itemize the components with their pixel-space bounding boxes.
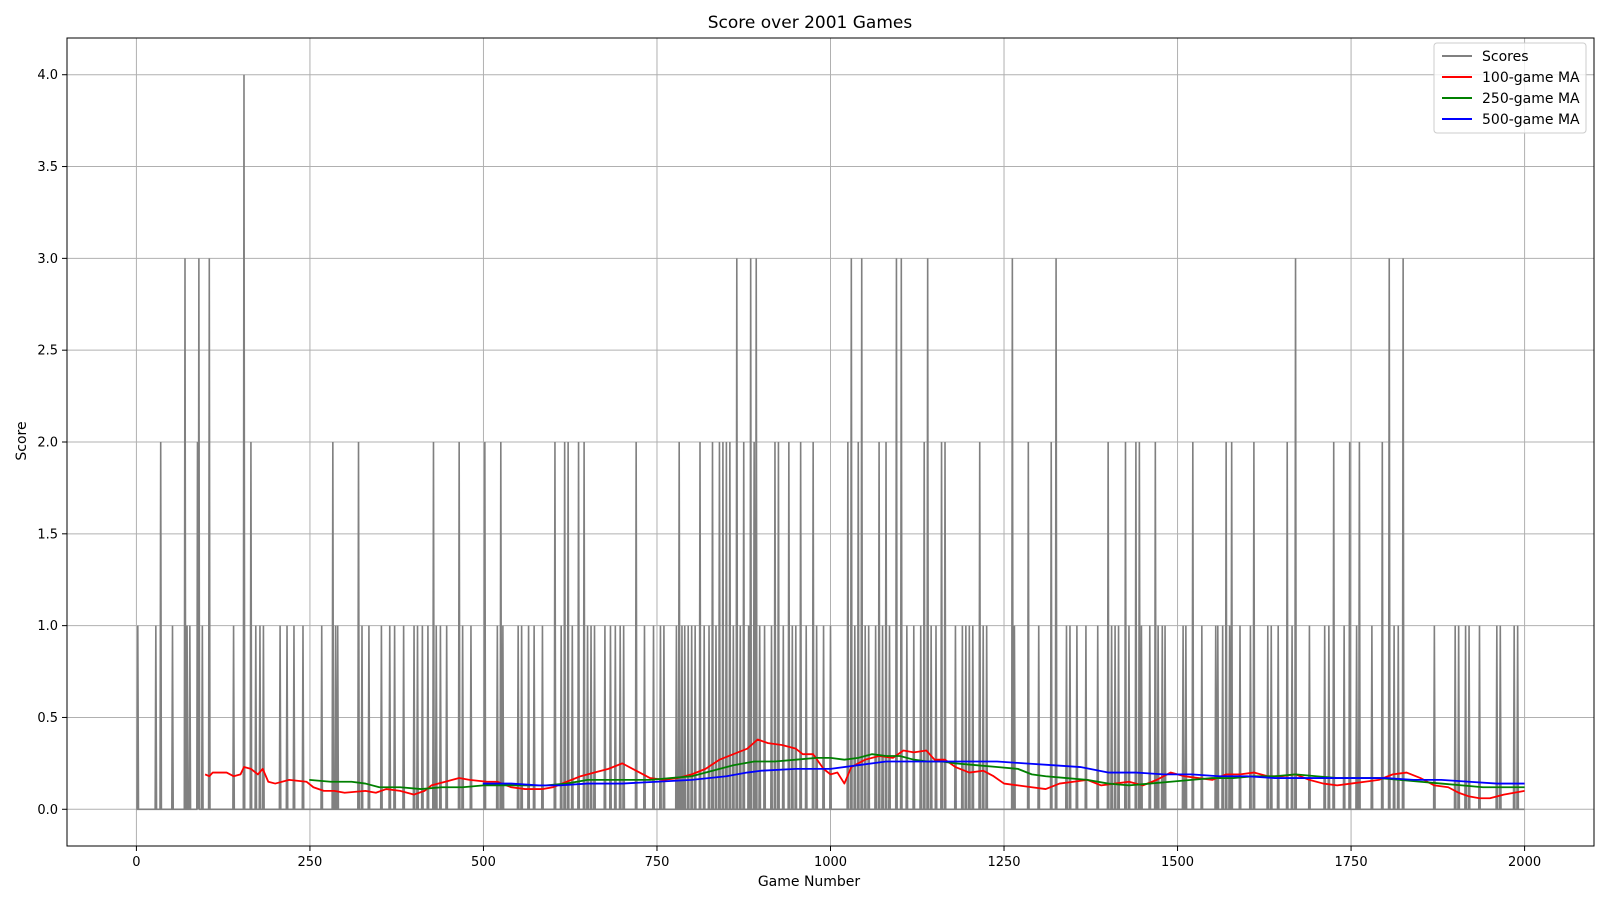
y-tick-label-0: 0.0 bbox=[37, 803, 58, 818]
x-tick-label-1: 250 bbox=[298, 855, 323, 870]
y-axis-label: Score bbox=[14, 421, 30, 460]
x-tick-label-4: 1000 bbox=[814, 855, 847, 870]
y-tick-label-8: 4.0 bbox=[37, 68, 58, 83]
plot-area bbox=[136, 74, 1525, 811]
y-tick-label-4: 2.0 bbox=[37, 436, 58, 451]
x-tick-label-0: 0 bbox=[132, 855, 140, 870]
legend-label-scores: Scores bbox=[1482, 49, 1529, 65]
y-tick-label-3: 1.5 bbox=[37, 527, 58, 542]
y-tick-label-6: 3.0 bbox=[37, 252, 58, 267]
legend-label-ma100: 100-game MA bbox=[1482, 70, 1580, 86]
series-line-ma500 bbox=[482, 760, 1525, 787]
x-tick-label-7: 1750 bbox=[1335, 855, 1368, 870]
x-tick-label-3: 750 bbox=[645, 855, 670, 870]
legend: Scores 100-game MA 250-game MA 500-game … bbox=[1433, 42, 1587, 134]
x-tick-label-6: 1500 bbox=[1161, 855, 1194, 870]
series-line-scores bbox=[136, 74, 1525, 811]
y-tick-label-7: 3.5 bbox=[37, 160, 58, 175]
x-tick-label-5: 1250 bbox=[987, 855, 1020, 870]
legend-box bbox=[1433, 42, 1587, 134]
y-tick-label-2: 1.0 bbox=[37, 619, 58, 634]
x-tick-label-8: 2000 bbox=[1508, 855, 1541, 870]
legend-label-ma500: 500-game MA bbox=[1482, 112, 1580, 128]
series-line-ma250 bbox=[309, 753, 1525, 790]
y-tick-label-1: 0.5 bbox=[37, 711, 58, 726]
y-tick-label-5: 2.5 bbox=[37, 344, 58, 359]
legend-label-ma250: 250-game MA bbox=[1482, 91, 1580, 107]
axes: 0 250 500 750 1000 1250 1500 1750 2000 0.0 0.5 1.0 1… bbox=[37, 37, 1595, 870]
chart-title: Score over 2001 Games bbox=[708, 13, 913, 33]
x-tick-label-2: 500 bbox=[471, 855, 496, 870]
x-axis-label: Game Number bbox=[758, 874, 861, 890]
